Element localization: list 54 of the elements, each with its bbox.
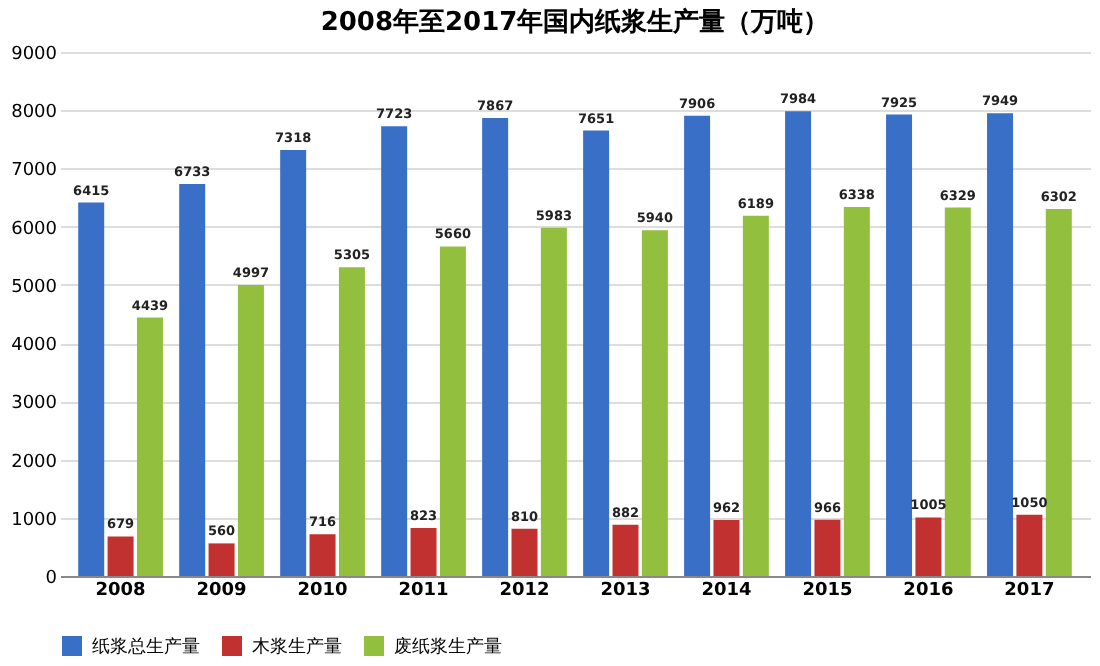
bar	[944, 207, 971, 576]
y-tick-label: 4000	[11, 336, 58, 357]
y-tick-label: 5000	[11, 277, 58, 298]
bar	[583, 130, 610, 576]
bar	[1016, 514, 1043, 576]
y-tick-label: 9000	[11, 45, 58, 65]
bar	[511, 528, 538, 576]
x-tick-label: 2015	[802, 581, 853, 601]
bar	[208, 543, 235, 576]
bar	[612, 524, 639, 576]
y-tick-label: 7000	[11, 161, 58, 182]
bar	[237, 285, 264, 576]
x-tick-label: 2017	[1004, 581, 1055, 601]
legend-label: 纸浆总生产量	[92, 636, 200, 658]
bar	[338, 267, 365, 576]
x-tick-label: 2013	[600, 581, 651, 601]
y-tick-label: 1000	[11, 510, 58, 531]
x-tick-label: 2014	[701, 581, 752, 601]
legend-label: 木浆生产量	[252, 636, 342, 658]
bar	[280, 149, 307, 576]
bar	[179, 183, 206, 576]
chart-title: 2008年至2017年国内纸浆生产量（万吨）	[320, 6, 830, 38]
y-tick-label: 6000	[11, 219, 58, 240]
bar	[482, 117, 509, 576]
y-tick-label: 3000	[11, 394, 58, 415]
y-tick-label: 0	[45, 569, 58, 589]
bar	[78, 202, 105, 576]
y-tick-label: 8000	[11, 103, 58, 124]
bar	[886, 114, 913, 576]
bar	[915, 517, 942, 576]
bar	[381, 126, 408, 576]
bar	[1045, 209, 1072, 576]
bar	[439, 246, 466, 576]
bar	[785, 111, 812, 576]
bar	[814, 519, 841, 576]
bar	[641, 230, 668, 576]
bar	[107, 536, 134, 576]
bar	[713, 519, 740, 576]
bar	[742, 215, 769, 576]
bar	[843, 206, 870, 576]
bar	[136, 317, 163, 576]
legend-label: 废纸浆生产量	[394, 636, 502, 658]
bar	[309, 534, 336, 576]
x-tick-label: 2016	[903, 581, 954, 601]
bar	[540, 227, 567, 576]
x-tick-label: 2009	[196, 581, 247, 601]
bar	[410, 528, 437, 576]
bar	[684, 115, 711, 576]
y-tick-label: 2000	[11, 452, 58, 473]
x-tick-label: 2011	[398, 581, 449, 601]
x-tick-label: 2010	[297, 581, 348, 601]
x-tick-label: 2008	[95, 581, 146, 601]
x-tick-label: 2012	[499, 581, 550, 601]
bar	[987, 113, 1014, 576]
